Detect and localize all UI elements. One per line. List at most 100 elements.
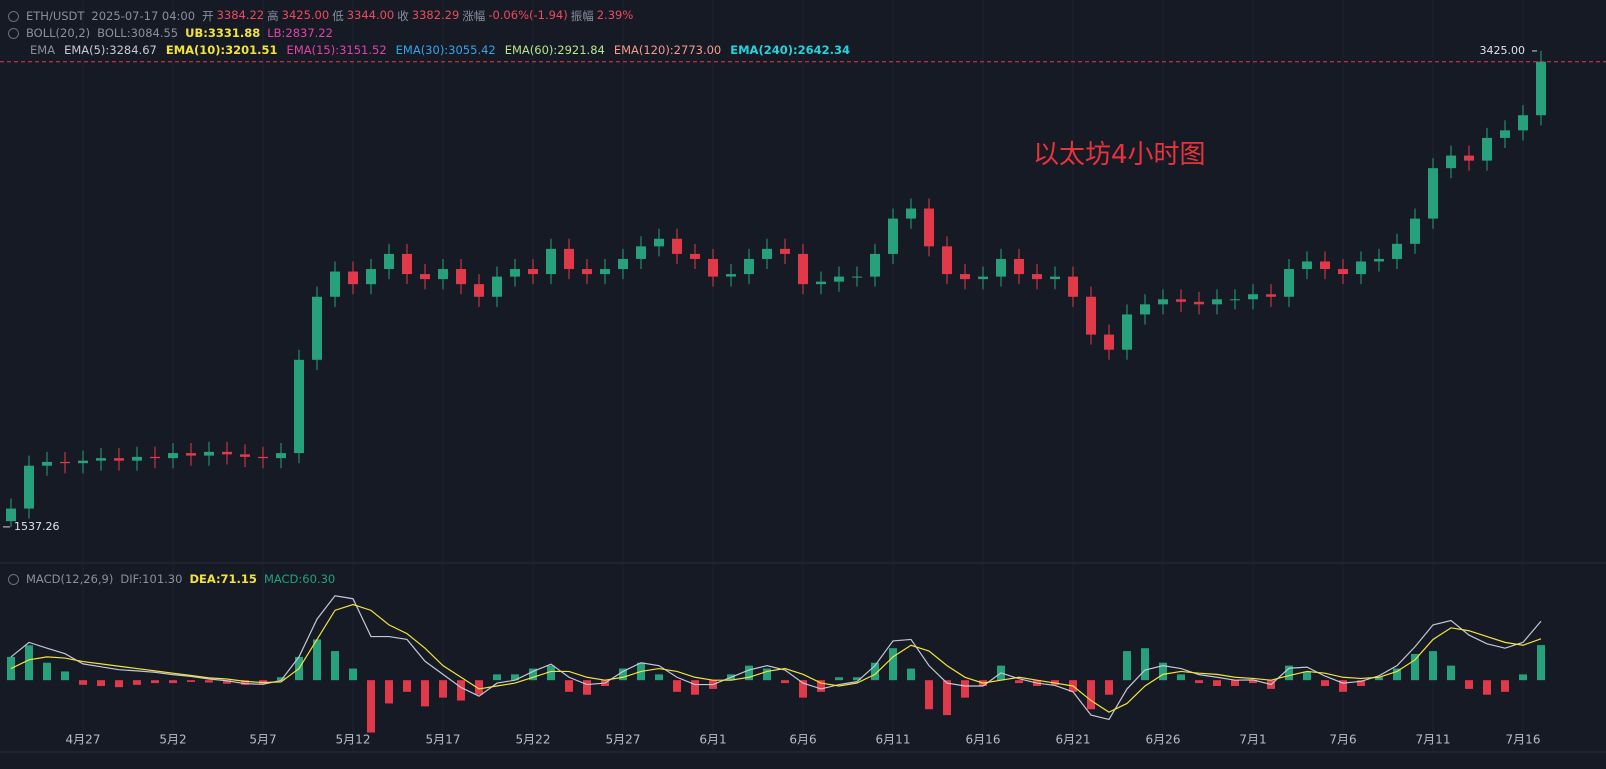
macd-bar bbox=[583, 680, 591, 695]
macd-bar bbox=[619, 668, 627, 681]
macd-bar bbox=[331, 651, 339, 681]
candle-body bbox=[348, 271, 358, 285]
macd-bar bbox=[187, 680, 195, 682]
macd-bar bbox=[943, 680, 951, 716]
dif-line bbox=[10, 595, 1542, 721]
candle-body bbox=[438, 269, 448, 280]
ema-row: EMA EMA(5):3284.67 EMA(10):3201.51 EMA(1… bbox=[30, 43, 850, 57]
macd-bar bbox=[277, 677, 285, 681]
candle-body bbox=[456, 269, 466, 285]
macd-bar bbox=[1447, 665, 1455, 681]
macd-bar bbox=[97, 680, 105, 686]
macd-bar bbox=[205, 680, 213, 683]
macd-bar bbox=[781, 680, 789, 684]
macd-bar bbox=[763, 668, 771, 681]
candle-body bbox=[1500, 130, 1510, 138]
candle-body bbox=[1302, 261, 1312, 270]
x-tick-label: 7月6 bbox=[1329, 733, 1356, 747]
candle-body bbox=[510, 269, 520, 277]
macd-bar bbox=[1411, 654, 1419, 681]
candle-body bbox=[132, 456, 142, 461]
macd-bar bbox=[691, 680, 699, 695]
candle-body bbox=[762, 248, 772, 259]
macd-bar bbox=[133, 680, 141, 685]
macd-dea: DEA:71.15 bbox=[189, 572, 257, 586]
toggle-icon[interactable] bbox=[8, 27, 19, 39]
candle-body bbox=[852, 276, 862, 278]
candle-body bbox=[942, 246, 952, 275]
macd-bar bbox=[421, 680, 429, 707]
candle-body bbox=[708, 258, 718, 277]
candle-body bbox=[1068, 276, 1078, 297]
macd-bar bbox=[1429, 651, 1437, 681]
ema-item: EMA(10):3201.51 bbox=[165, 43, 278, 57]
ema-item: EMA(15):3151.52 bbox=[286, 43, 387, 57]
toggle-icon[interactable] bbox=[8, 573, 19, 585]
macd-bar bbox=[655, 674, 663, 681]
macd-bar bbox=[1177, 674, 1185, 681]
macd-bar bbox=[1519, 674, 1527, 681]
macd-bar bbox=[835, 677, 843, 681]
candle-body bbox=[654, 238, 664, 247]
macd-bar bbox=[925, 680, 933, 710]
ema-name: EMA bbox=[30, 43, 56, 57]
candle-body bbox=[474, 284, 484, 297]
candle-body bbox=[924, 208, 934, 247]
macd-bar bbox=[817, 680, 825, 692]
macd-bar bbox=[457, 680, 465, 701]
candle-body bbox=[1392, 243, 1402, 259]
macd-bar bbox=[475, 680, 483, 695]
ema-item: EMA(5):3284.67 bbox=[64, 43, 157, 57]
candle-body bbox=[114, 458, 124, 461]
macd-bar bbox=[1321, 680, 1329, 686]
candle-body bbox=[960, 274, 970, 280]
macd-bar bbox=[493, 674, 501, 681]
candle-body bbox=[1140, 304, 1150, 315]
macd-bar bbox=[1501, 680, 1509, 692]
macd-bar bbox=[1123, 651, 1131, 681]
value: 3425.00 bbox=[281, 8, 330, 22]
macd-bar bbox=[1159, 662, 1167, 681]
candle-body bbox=[798, 253, 808, 285]
candle-body bbox=[1194, 301, 1204, 305]
candle-body bbox=[870, 253, 880, 277]
candle-body bbox=[1050, 276, 1060, 280]
candle-body bbox=[618, 258, 628, 270]
macd-bar bbox=[511, 674, 519, 681]
macd-bar bbox=[1213, 680, 1221, 686]
time: 2025-07-17 04:00 bbox=[91, 9, 196, 23]
candle-body bbox=[1032, 274, 1042, 280]
macd-bar bbox=[151, 680, 159, 684]
boll-ub: UB:3331.88 bbox=[185, 26, 261, 40]
x-tick-label: 5月17 bbox=[426, 733, 461, 747]
toggle-icon[interactable] bbox=[8, 10, 19, 22]
candle-body bbox=[312, 296, 322, 360]
candle-body bbox=[582, 269, 592, 275]
ema-item: EMA(240):2642.34 bbox=[730, 43, 850, 57]
macd-bar bbox=[745, 665, 753, 681]
ema-item: EMA(120):2773.00 bbox=[613, 43, 722, 57]
x-tick-label: 4月27 bbox=[66, 733, 101, 747]
candle-body bbox=[24, 465, 34, 509]
boll-row: BOLL(20,2) BOLL:3084.55 UB:3331.88 LB:28… bbox=[8, 26, 333, 40]
macd-bar bbox=[385, 680, 393, 704]
macd-bar bbox=[1483, 680, 1491, 695]
candle-body bbox=[546, 248, 556, 275]
x-tick-label: 5月7 bbox=[249, 733, 276, 747]
macd-bar bbox=[25, 645, 33, 681]
dea-line bbox=[10, 603, 1542, 713]
x-tick-label: 6月21 bbox=[1056, 733, 1091, 747]
x-tick-label: 5月22 bbox=[516, 733, 551, 747]
candle-body bbox=[1230, 299, 1240, 301]
macd-hist: MACD:60.30 bbox=[263, 572, 336, 586]
label: 收 bbox=[397, 9, 409, 23]
candle-body bbox=[258, 456, 268, 459]
candle-body bbox=[1122, 314, 1132, 350]
candle-body bbox=[168, 453, 178, 459]
value: 3384.22 bbox=[216, 8, 265, 22]
candle-body bbox=[366, 269, 376, 285]
macd-bar bbox=[1375, 677, 1383, 681]
candle-body bbox=[816, 281, 826, 285]
